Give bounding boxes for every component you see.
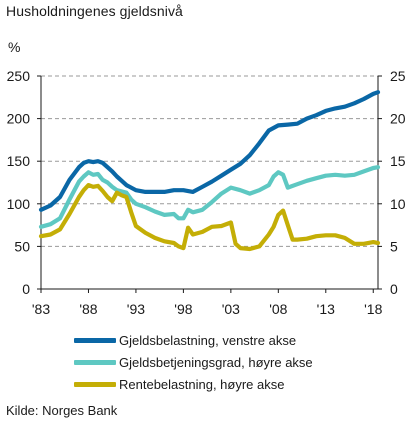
legend-swatch-0 [74,337,116,343]
left-unit-label: % [8,39,20,55]
x-tick-label-2008: '08 [269,301,287,317]
right-tick-label-5: 5 [390,238,398,254]
legend-item-1: Gjeldsbetjeningsgrad, høyre akse [74,351,313,373]
chart-title: Husholdningenes gjeldsnivå [6,3,183,19]
legend: Gjeldsbelastning, venstre akse Gjeldsbet… [74,329,313,395]
x-tick-label-2003: '03 [222,301,240,317]
x-tick-label-2018: '18 [364,301,382,317]
series-line-1 [38,165,381,229]
series-line-2 [38,183,381,252]
left-tick-label-150: 150 [7,153,31,169]
x-tick-label-1998: '98 [174,301,192,317]
left-tick-label-100: 100 [7,196,31,212]
right-tick-label-25: 25 [390,68,406,84]
right-tick-label-0: 0 [390,281,398,297]
legend-label-0: Gjeldsbelastning, venstre akse [119,332,297,348]
legend-label-2: Rentebelastning, høyre akse [119,376,285,392]
legend-item-2: Rentebelastning, høyre akse [74,373,313,395]
right-tick-label-10: 10 [390,196,406,212]
x-tick-label-2013: '13 [317,301,335,317]
right-tick-label-20: 20 [390,111,406,127]
left-tick-label-250: 250 [7,68,31,84]
legend-swatch-2 [74,381,116,387]
x-tick-label-1988: '88 [79,301,97,317]
x-tick-label-1993: '93 [127,301,145,317]
legend-item-0: Gjeldsbelastning, venstre akse [74,329,313,351]
left-tick-label-50: 50 [14,238,30,254]
left-tick-label-0: 0 [22,281,30,297]
legend-label-1: Gjeldsbetjeningsgrad, høyre akse [119,354,313,370]
series-line-0 [38,90,381,212]
source-note: Kilde: Norges Bank [6,403,118,418]
x-tick-label-1983: '83 [32,301,50,317]
legend-swatch-1 [74,359,116,365]
right-tick-label-15: 15 [390,153,406,169]
left-tick-label-200: 200 [7,111,31,127]
